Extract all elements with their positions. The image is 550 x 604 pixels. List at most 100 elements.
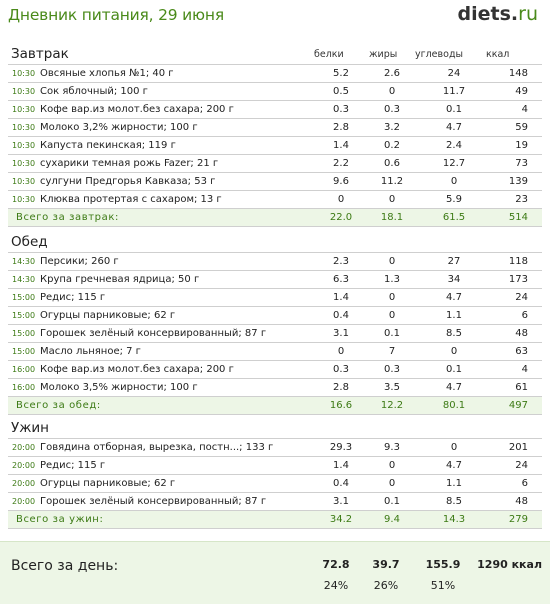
- food-protein: 0: [316, 190, 366, 209]
- table-row[interactable]: 20:00 Огурцы парниковые; 62 г 0.4 0 1.1 6: [8, 474, 542, 493]
- food-name[interactable]: Молоко 3,5% жирности; 100 г: [40, 378, 316, 397]
- table-row[interactable]: 15:00 Горошек зелёный консервированный; 8…: [8, 324, 542, 343]
- meal-total-label: Всего за обед:: [8, 396, 316, 415]
- meal-total-protein: 34.2: [316, 510, 366, 529]
- meal-total-row: Всего за завтрак: 22.0 18.1 61.5 514: [8, 208, 542, 227]
- food-fat: 3.5: [366, 378, 418, 397]
- food-time: 16:00: [8, 360, 40, 379]
- food-carbs: 11.7: [418, 82, 490, 101]
- table-row[interactable]: 20:00 Горошек зелёный консервированный; 8…: [8, 492, 542, 511]
- table-row[interactable]: 15:00 Масло льняное; 7 г 0 7 0 63: [8, 342, 542, 361]
- day-protein-pct: 24%: [323, 579, 349, 592]
- day-carbs-pct: 51%: [430, 579, 456, 592]
- food-name[interactable]: Масло льняное; 7 г: [40, 342, 316, 361]
- food-protein: 1.4: [316, 456, 366, 475]
- table-row[interactable]: 10:30 Молоко 3,2% жирности; 100 г 2.8 3.2 4.…: [8, 118, 542, 137]
- food-protein: 2.2: [316, 154, 366, 173]
- meal-total-carbs: 14.3: [418, 510, 490, 529]
- food-time: 20:00: [8, 474, 40, 493]
- food-name[interactable]: Кофе вар.из молот.без сахара; 200 г: [40, 360, 316, 379]
- table-row[interactable]: 10:30 Кофе вар.из молот.без сахара; 200 г…: [8, 100, 542, 119]
- food-time: 20:00: [8, 456, 40, 475]
- meal-table: 20:00 Говядина отборная, вырезка, постн..…: [8, 438, 542, 529]
- food-name[interactable]: Сок яблочный; 100 г: [40, 82, 316, 101]
- food-protein: 3.1: [316, 492, 366, 511]
- food-kcal: 201: [490, 438, 542, 457]
- food-name[interactable]: сухарики темная рожь Fazer; 21 г: [40, 154, 316, 173]
- table-row[interactable]: 16:00 Молоко 3,5% жирности; 100 г 2.8 3.5 4.…: [8, 378, 542, 397]
- food-name[interactable]: Горошек зелёный консервированный; 87 г: [40, 492, 316, 511]
- food-fat: 0: [366, 306, 418, 325]
- food-kcal: 6: [490, 474, 542, 493]
- food-kcal: 139: [490, 172, 542, 191]
- food-kcal: 4: [490, 360, 542, 379]
- table-row[interactable]: 10:30 Овсяные хлопья №1; 40 г 5.2 2.6 24 148: [8, 64, 542, 83]
- table-row[interactable]: 10:30 Капуста пекинская; 119 г 1.4 0.2 2.4 19: [8, 136, 542, 155]
- food-protein: 0.4: [316, 306, 366, 325]
- table-row[interactable]: 15:00 Редис; 115 г 1.4 0 4.7 24: [8, 288, 542, 307]
- food-fat: 2.6: [366, 64, 418, 83]
- food-name[interactable]: Редис; 115 г: [40, 288, 316, 307]
- food-time: 10:30: [8, 154, 40, 173]
- logo-main: diets: [457, 3, 511, 25]
- table-row[interactable]: 20:00 Редис; 115 г 1.4 0 4.7 24: [8, 456, 542, 475]
- food-fat: 0: [366, 474, 418, 493]
- food-kcal: 48: [490, 324, 542, 343]
- site-logo[interactable]: diets.ru: [458, 3, 538, 25]
- day-total-protein: 72.8: [322, 558, 350, 571]
- food-fat: 3.2: [366, 118, 418, 137]
- table-row[interactable]: 10:30 сулгуни Предгорья Кавказа; 53 г 9.6 1…: [8, 172, 542, 191]
- table-row[interactable]: 10:30 сухарики темная рожь Fazer; 21 г 2.2…: [8, 154, 542, 173]
- table-row[interactable]: 14:30 Персики; 260 г 2.3 0 27 118: [8, 252, 542, 271]
- food-carbs: 1.1: [418, 474, 490, 493]
- food-protein: 0: [316, 342, 366, 361]
- food-name[interactable]: Редис; 115 г: [40, 456, 316, 475]
- food-name[interactable]: Огурцы парниковые; 62 г: [40, 474, 316, 493]
- food-name[interactable]: сулгуни Предгорья Кавказа; 53 г: [40, 172, 316, 191]
- food-name[interactable]: Говядина отборная, вырезка, постн...; 13…: [40, 438, 316, 457]
- food-carbs: 8.5: [418, 324, 490, 343]
- table-row[interactable]: 10:30 Сок яблочный; 100 г 0.5 0 11.7 49: [8, 82, 542, 101]
- food-name[interactable]: Клюква протертая с сахаром; 13 г: [40, 190, 316, 209]
- food-name[interactable]: Огурцы парниковые; 62 г: [40, 306, 316, 325]
- table-row[interactable]: 16:00 Кофе вар.из молот.без сахара; 200 г…: [8, 360, 542, 379]
- food-name[interactable]: Кофе вар.из молот.без сахара; 200 г: [40, 100, 316, 119]
- food-fat: 1.3: [366, 270, 418, 289]
- table-row[interactable]: 14:30 Крупа гречневая ядрица; 50 г 6.3 1.3 3…: [8, 270, 542, 289]
- food-carbs: 12.7: [418, 154, 490, 173]
- food-kcal: 73: [490, 154, 542, 173]
- food-name[interactable]: Персики; 260 г: [40, 252, 316, 271]
- food-carbs: 0: [418, 172, 490, 191]
- food-carbs: 24: [418, 64, 490, 83]
- food-protein: 2.3: [316, 252, 366, 271]
- food-carbs: 0.1: [418, 100, 490, 119]
- food-fat: 0.6: [366, 154, 418, 173]
- food-protein: 9.6: [316, 172, 366, 191]
- food-name[interactable]: Молоко 3,2% жирности; 100 г: [40, 118, 316, 137]
- day-total-label: Всего за день:: [11, 558, 119, 574]
- column-header: углеводы: [415, 49, 464, 60]
- food-name[interactable]: Овсяные хлопья №1; 40 г: [40, 64, 316, 83]
- food-carbs: 0: [418, 438, 490, 457]
- day-total-panel: Всего за день: 72.8 39.7 155.9 1290 ккал…: [0, 541, 550, 604]
- column-header: жиры: [369, 49, 398, 60]
- food-kcal: 19: [490, 136, 542, 155]
- table-row[interactable]: 15:00 Огурцы парниковые; 62 г 0.4 0 1.1 6: [8, 306, 542, 325]
- food-fat: 0: [366, 456, 418, 475]
- food-time: 15:00: [8, 324, 40, 343]
- meal-total-kcal: 514: [490, 208, 542, 227]
- food-name[interactable]: Капуста пекинская; 119 г: [40, 136, 316, 155]
- food-carbs: 0.1: [418, 360, 490, 379]
- food-carbs: 4.7: [418, 378, 490, 397]
- meal-table: 10:30 Овсяные хлопья №1; 40 г 5.2 2.6 24 148 1…: [8, 64, 542, 227]
- food-kcal: 24: [490, 456, 542, 475]
- food-kcal: 6: [490, 306, 542, 325]
- table-row[interactable]: 20:00 Говядина отборная, вырезка, постн..…: [8, 438, 542, 457]
- food-name[interactable]: Крупа гречневая ядрица; 50 г: [40, 270, 316, 289]
- food-carbs: 4.7: [418, 456, 490, 475]
- food-protein: 29.3: [316, 438, 366, 457]
- food-time: 20:00: [8, 438, 40, 457]
- food-name[interactable]: Горошек зелёный консервированный; 87 г: [40, 324, 316, 343]
- food-fat: 0.3: [366, 100, 418, 119]
